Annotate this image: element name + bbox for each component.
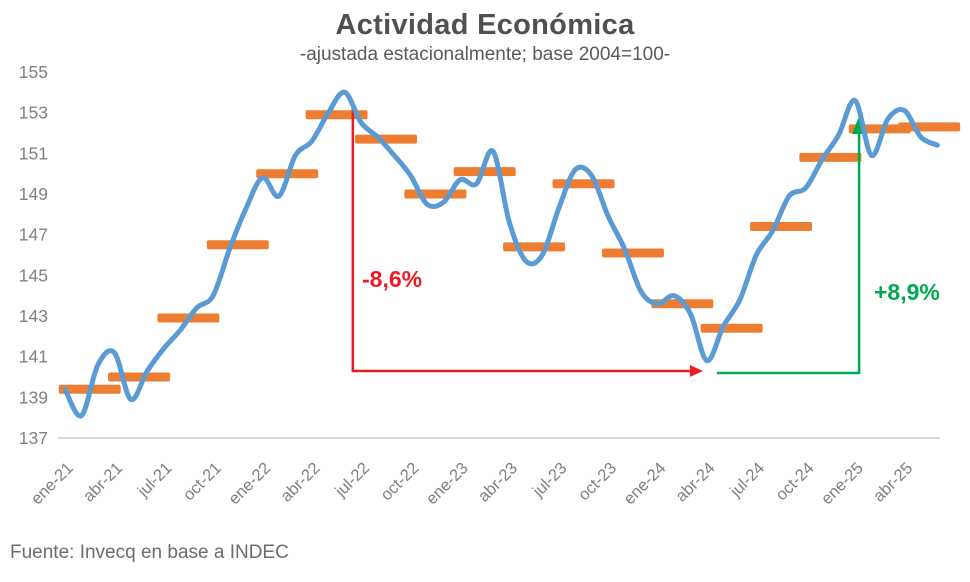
annotation-rise-label: +8,9% bbox=[874, 279, 940, 305]
svg-text:149: 149 bbox=[19, 184, 48, 204]
svg-text:ene-22: ene-22 bbox=[225, 459, 274, 508]
svg-text:oct-22: oct-22 bbox=[377, 459, 422, 504]
svg-text:abr-24: abr-24 bbox=[672, 459, 718, 505]
svg-text:abr-25: abr-25 bbox=[870, 459, 916, 505]
svg-text:155: 155 bbox=[19, 62, 48, 82]
svg-text:oct-24: oct-24 bbox=[772, 459, 817, 504]
chart-title: Actividad Económica bbox=[335, 9, 635, 41]
svg-text:145: 145 bbox=[19, 265, 48, 285]
arrow-right-icon bbox=[689, 365, 703, 377]
monthly-activity-line bbox=[62, 89, 940, 419]
svg-text:oct-21: oct-21 bbox=[180, 459, 225, 504]
svg-text:abr-23: abr-23 bbox=[475, 459, 521, 505]
svg-text:jul-21: jul-21 bbox=[134, 459, 176, 501]
svg-text:139: 139 bbox=[19, 387, 48, 407]
svg-text:137: 137 bbox=[19, 428, 48, 448]
y-axis-labels: 155 153 151 149 147 145 143 141 139 137 bbox=[19, 62, 48, 448]
chart-subtitle: -ajustada estacionalmente; base 2004=100… bbox=[299, 44, 671, 65]
svg-text:oct-23: oct-23 bbox=[575, 459, 620, 504]
svg-text:jul-22: jul-22 bbox=[331, 459, 373, 501]
svg-text:abr-21: abr-21 bbox=[80, 459, 126, 505]
svg-text:153: 153 bbox=[19, 103, 48, 123]
svg-text:151: 151 bbox=[19, 143, 48, 163]
svg-text:147: 147 bbox=[19, 225, 48, 245]
svg-text:ene-23: ene-23 bbox=[423, 459, 472, 508]
svg-text:jul-24: jul-24 bbox=[726, 459, 768, 501]
svg-text:ene-24: ene-24 bbox=[620, 459, 669, 508]
svg-text:ene-21: ene-21 bbox=[28, 459, 77, 508]
drop-annotation-arrow bbox=[351, 106, 703, 377]
annotation-drop-label: -8,6% bbox=[362, 266, 423, 292]
x-axis-labels: ene-21 abr-21 jul-21 oct-21 ene-22 abr-22 jul-… bbox=[28, 459, 917, 508]
svg-text:abr-22: abr-22 bbox=[277, 459, 323, 505]
svg-text:141: 141 bbox=[19, 347, 48, 367]
svg-text:143: 143 bbox=[19, 306, 48, 326]
source-note: Fuente: Invecq en base a INDEC bbox=[10, 542, 289, 563]
svg-text:jul-23: jul-23 bbox=[529, 459, 571, 501]
svg-text:ene-25: ene-25 bbox=[818, 459, 867, 508]
